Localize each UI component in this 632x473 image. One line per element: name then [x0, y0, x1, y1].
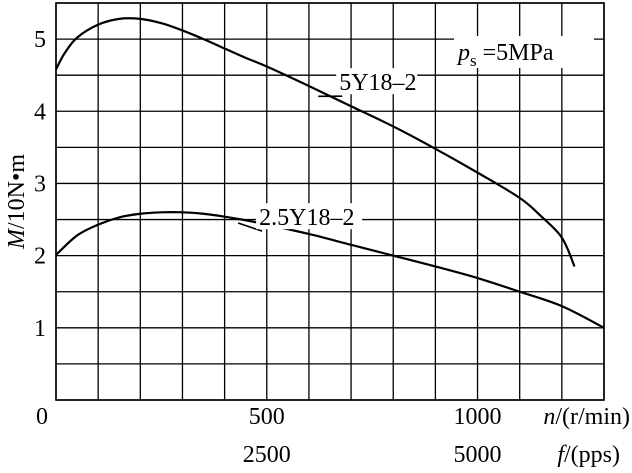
- y-tick-label: 5: [34, 27, 46, 53]
- series-line-2: [55, 211, 605, 329]
- y-tick-label: 2: [34, 244, 46, 270]
- x-tick-label-f: 5000: [454, 442, 502, 468]
- series-group: [55, 17, 605, 329]
- y-tick-label: 4: [34, 99, 46, 125]
- y-axis-unit: /10N•m: [4, 154, 30, 229]
- pressure-annotation: ps =5MPa: [456, 40, 554, 70]
- series-leader-2: [237, 222, 263, 232]
- annotation-value: =5MPa: [477, 40, 554, 66]
- grid: [55, 2, 605, 401]
- series-label-2: 2.5Y18–2: [259, 205, 354, 231]
- series-line-1: [55, 17, 576, 267]
- annotation-subscript: s: [470, 51, 477, 70]
- x-tick-label-f: 2500: [243, 442, 291, 468]
- series-label-bg: [256, 203, 363, 230]
- x-axis-label-n: n/(r/min): [543, 404, 630, 430]
- x-axis-f-symbol: f: [557, 442, 567, 468]
- y-axis-symbol: M: [4, 227, 30, 250]
- series-label-1: 5Y18–2: [339, 70, 416, 96]
- x-axis-n-symbol: n: [543, 404, 555, 430]
- y-tick-label: 3: [34, 171, 46, 197]
- y-axis-label: M/10N•m: [4, 154, 30, 250]
- x-axis-f-unit: /(pps): [564, 442, 620, 468]
- series-label-bg: [336, 68, 418, 95]
- x-tick-label-n: 1000: [454, 404, 502, 430]
- x-tick-label-n: 0: [36, 404, 48, 430]
- x-tick-label-n: 500: [249, 404, 285, 430]
- x-axis-label-f: f/(pps): [557, 442, 620, 468]
- annotation-bg: [454, 36, 594, 68]
- x-axis-n-unit: /(r/min): [555, 404, 630, 430]
- y-tick-label: 1: [34, 316, 46, 342]
- labels-group: 5Y18–2 2.5Y18–2 ps =5MPa 1 2 3 4 5 M/10N•m 0 500 10…: [4, 27, 630, 468]
- annotation-symbol: p: [456, 40, 470, 66]
- plot-frame: [55, 2, 605, 401]
